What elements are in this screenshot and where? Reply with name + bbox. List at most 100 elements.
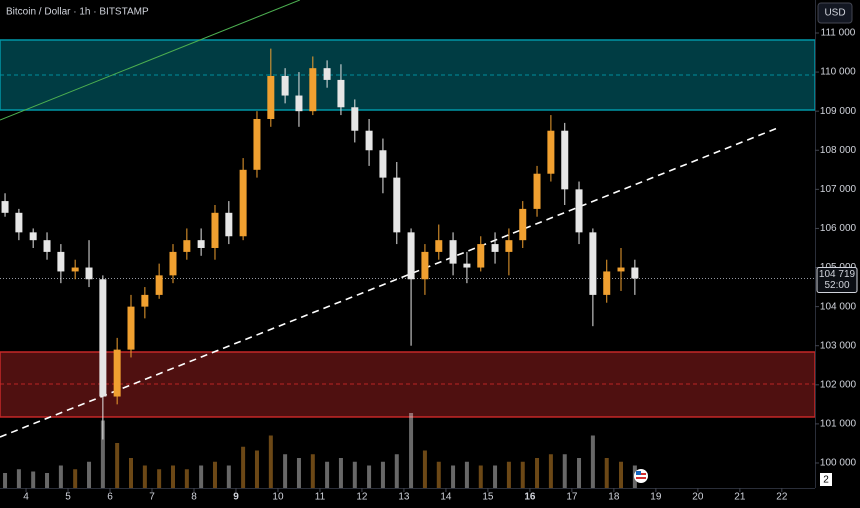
candle-body: [463, 263, 471, 268]
candle-body: [337, 79, 345, 108]
volume-bar: [464, 461, 469, 488]
volume-bar: [212, 461, 217, 488]
volume-bar: [451, 465, 456, 488]
x-tick-label: 10: [272, 492, 284, 503]
currency-box[interactable]: [817, 2, 853, 24]
volume-bar: [31, 471, 36, 488]
candle-body: [631, 267, 639, 279]
candle-body: [365, 130, 373, 151]
volume-bar: [241, 446, 246, 488]
volume-bar: [367, 465, 372, 488]
y-tick-label: 110 000: [820, 67, 856, 78]
candle-body: [589, 232, 597, 295]
y-tick-label: 106 000: [820, 223, 857, 234]
candle-body: [435, 240, 443, 252]
zone: [0, 351, 816, 418]
volume-bar: [590, 435, 595, 488]
volume-bar: [493, 465, 498, 488]
candle-body: [29, 232, 37, 241]
candle-body: [197, 240, 205, 248]
candle-body: [617, 267, 625, 272]
x-tick-label: 11: [315, 492, 326, 503]
y-tick-label: 101 000: [820, 419, 857, 430]
candle-body: [211, 212, 219, 248]
candle-body: [547, 130, 555, 174]
volume-bar: [226, 465, 231, 488]
candle-body: [379, 150, 387, 178]
candle-body: [43, 240, 51, 252]
x-tick-label: 16: [524, 492, 536, 503]
candle-body: [351, 107, 359, 131]
y-tick-label: 111 000: [821, 28, 856, 39]
volume-bar: [604, 458, 609, 488]
x-tick-label: 15: [482, 492, 494, 503]
volume-bar: [170, 465, 175, 488]
candle-body: [155, 275, 163, 295]
y-tick-label: 103 000: [820, 340, 857, 351]
volume-bar: [422, 450, 427, 488]
volume-bar: [506, 461, 511, 488]
x-tick-label: 6: [107, 492, 113, 503]
candle-body: [533, 173, 541, 209]
x-tick-label: 22: [776, 492, 788, 503]
x-tick-label: 19: [650, 492, 662, 503]
y-tick-label: 100 000: [820, 458, 857, 469]
volume-bar: [142, 465, 147, 488]
volume-bar: [100, 420, 105, 488]
candle-body: [519, 208, 527, 241]
countdown: 52:00: [824, 280, 849, 291]
candle-body: [491, 244, 499, 252]
volume-bar: [310, 454, 315, 488]
x-tick-label: 13: [398, 492, 410, 503]
candle-body: [505, 240, 513, 252]
candle-body: [57, 251, 65, 272]
candle-body: [127, 306, 135, 350]
candle-body: [267, 75, 275, 119]
volume-bar: [115, 443, 120, 488]
candle-body: [449, 240, 457, 264]
candle-body: [169, 251, 177, 276]
candle-body: [85, 267, 93, 280]
candle-body: [71, 267, 79, 272]
candle-body: [113, 349, 121, 397]
volume-bar: [129, 458, 134, 488]
x-tick-label: 8: [191, 492, 197, 503]
volume-bar: [380, 461, 385, 488]
volume-bar: [184, 469, 189, 488]
candle-body: [15, 212, 23, 233]
volume-bar: [254, 450, 259, 488]
x-tick-label: 7: [149, 492, 155, 503]
volume-bar: [394, 454, 399, 488]
volume-bar: [562, 454, 567, 488]
volume-bar: [296, 458, 301, 488]
candle-body: [575, 189, 583, 233]
candle-body: [295, 95, 303, 112]
x-tick-label: 14: [440, 492, 452, 503]
candle-body: [1, 201, 9, 213]
volume-bar: [548, 454, 553, 488]
trend-line: [0, 127, 778, 438]
volume-bar: [45, 473, 50, 488]
x-tick-label: 20: [692, 492, 704, 503]
volume-bar: [268, 435, 273, 488]
last-price-box: [816, 267, 858, 294]
chart-title: Bitcoin / Dollar · 1h · BITSTAMP: [6, 7, 149, 18]
candle-body: [407, 232, 415, 280]
x-tick-label: 17: [566, 492, 578, 503]
x-tick-label: 9: [233, 492, 239, 503]
candle-body: [477, 244, 485, 268]
candle-body: [239, 169, 247, 237]
x-tick-label: 18: [608, 492, 620, 503]
candle-body: [561, 130, 569, 190]
y-tick-label: 109 000: [820, 106, 857, 117]
x-tick-label: 12: [356, 492, 368, 503]
volume-bar: [3, 473, 8, 488]
candle-body: [281, 75, 289, 96]
volume-bar: [619, 461, 624, 488]
candle-body: [183, 240, 191, 252]
badge: 2: [823, 475, 829, 486]
volume-bar: [577, 458, 582, 488]
currency[interactable]: USD: [824, 8, 845, 19]
candle-body: [141, 294, 149, 307]
